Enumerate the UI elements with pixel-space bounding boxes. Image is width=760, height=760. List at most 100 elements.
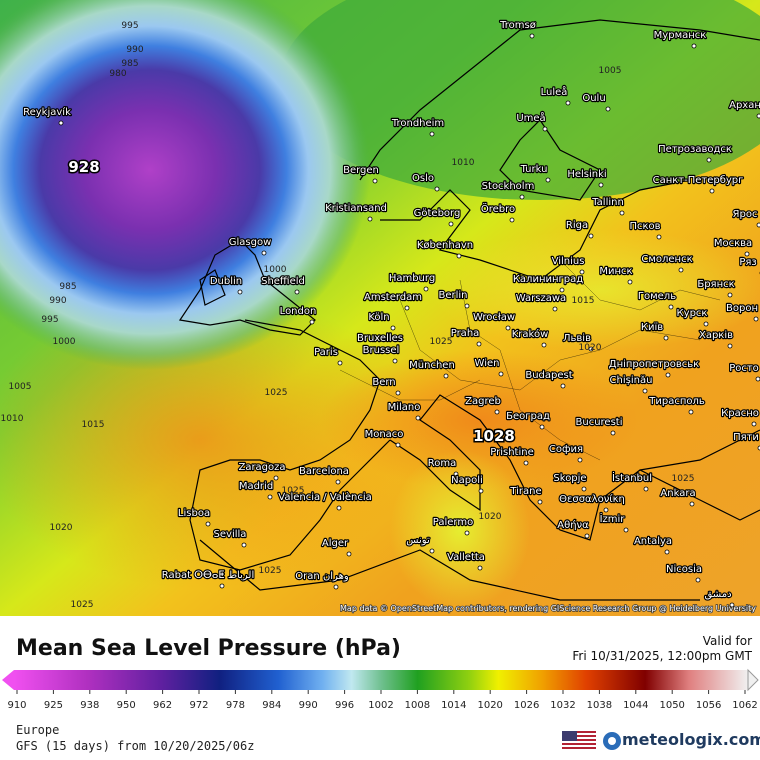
colorbar-tick-label: 1050 [659,700,684,711]
city-label: Helsinki [567,169,606,180]
city-dot [577,457,583,463]
city-label: Oran وهران [295,571,349,582]
city-dot [464,303,470,309]
city-dot [337,360,343,366]
city-label: Дніпропетровськ [609,358,699,370]
city-dot [404,305,410,311]
valid-label: Valid for [702,634,752,648]
city-dot [588,233,594,239]
city-label: Milano [388,402,421,413]
city-label: Санкт-Петербург [653,175,744,186]
isobar-label: 1020 [479,512,502,522]
pressure-field [280,0,760,200]
city-label: Ряз [739,257,756,268]
city-dot [429,548,435,554]
isobar-label: 985 [121,59,138,69]
isobar-label: 980 [109,69,126,79]
colorbar-tick-label: 984 [262,700,281,711]
pressure-center: 928 [68,158,99,176]
city-dot [494,409,500,415]
city-label: Skopje [553,473,586,484]
isobar-label: 1005 [599,66,622,76]
city-label: Bern [372,377,395,388]
city-label: Курск [677,308,708,319]
city-dot [688,409,694,415]
city-label: Antalya [634,536,672,547]
colorbar-tick-label: 925 [44,700,63,711]
valid-time: Valid for Fri 10/31/2025, 12:00pm GMT [572,634,752,664]
city-dot [429,131,435,137]
city-dot [623,527,629,533]
city-label: Брянск [697,279,734,290]
city-label: Львів [563,332,591,344]
city-dot [588,346,594,352]
city-dot [241,542,247,548]
city-label: Trondheim [391,118,444,129]
isobar-label: 1025 [282,486,305,496]
isobar-label: 985 [59,282,76,292]
city-dot [691,43,697,49]
city-label: Красно [721,408,759,419]
isobar-label: 990 [126,45,143,55]
city-label: Palermo [433,517,473,528]
city-dot [537,499,543,505]
city-dot [678,267,684,273]
attribution: Map data © OpenStreetMap contributors, r… [340,604,756,613]
city-dot [727,292,733,298]
colorbar-ramp [14,670,748,690]
chart-title: Mean Sea Level Pressure (hPa) [16,636,401,661]
city-label: Kristiansand [325,203,387,214]
city-dot [642,388,648,394]
city-label: Dublin [210,276,242,287]
city-dot [656,234,662,240]
colorbar: 910 925 938 950 962 972 978 984 990 996 1002 1008 10… [2,668,759,711]
city-label: Roma [428,458,457,469]
city-dot [689,501,695,507]
city-dot [372,178,378,184]
city-dot [603,507,609,513]
city-dot [744,251,750,257]
city-label: Paris [314,347,338,358]
pressure-center: 1028 [473,427,515,445]
city-label: Θεσσαλονίκη [559,493,625,505]
city-dot [542,126,548,132]
city-dot [294,289,300,295]
city-dot [529,33,535,39]
colorbar-tick-label: 1020 [477,700,502,711]
city-dot [58,120,64,126]
city-dot [237,289,243,295]
city-label: Oslo [412,173,434,184]
city-dot [598,182,604,188]
city-dot [505,325,511,331]
colorbar-tick-label: 996 [335,700,354,711]
city-label: Bruxelles [357,333,403,344]
coastlines [178,19,760,601]
city-label: Vilnius [552,256,585,267]
city-label: Riga [566,220,588,231]
colorbar-tick-label: 1044 [623,700,648,711]
colorbar-max-arrow [747,668,759,692]
colorbar-tick-label: 1056 [696,700,721,711]
pressure-field [390,450,530,610]
city-label: Stockholm [482,181,535,192]
city-dot [509,217,515,223]
city-label: Пяти [733,432,759,443]
city-dot [391,346,397,352]
city-dot [610,430,616,436]
city-dot [668,304,674,310]
isobar-label: 1015 [82,420,105,430]
city-dot [605,106,611,112]
city-dot [309,319,315,325]
city-dot [448,221,454,227]
city-label: Ярос [733,209,758,220]
city-label: Praha [451,328,480,339]
city-label: Tallinn [591,197,624,208]
city-dot [729,602,735,608]
city-label: Göteborg [414,208,461,219]
city-label: تونس [406,535,430,546]
city-dot [395,390,401,396]
city-label: Amsterdam [364,292,422,303]
city-label: Prishtine [490,447,533,458]
isobar-label: 1020 [50,523,73,533]
